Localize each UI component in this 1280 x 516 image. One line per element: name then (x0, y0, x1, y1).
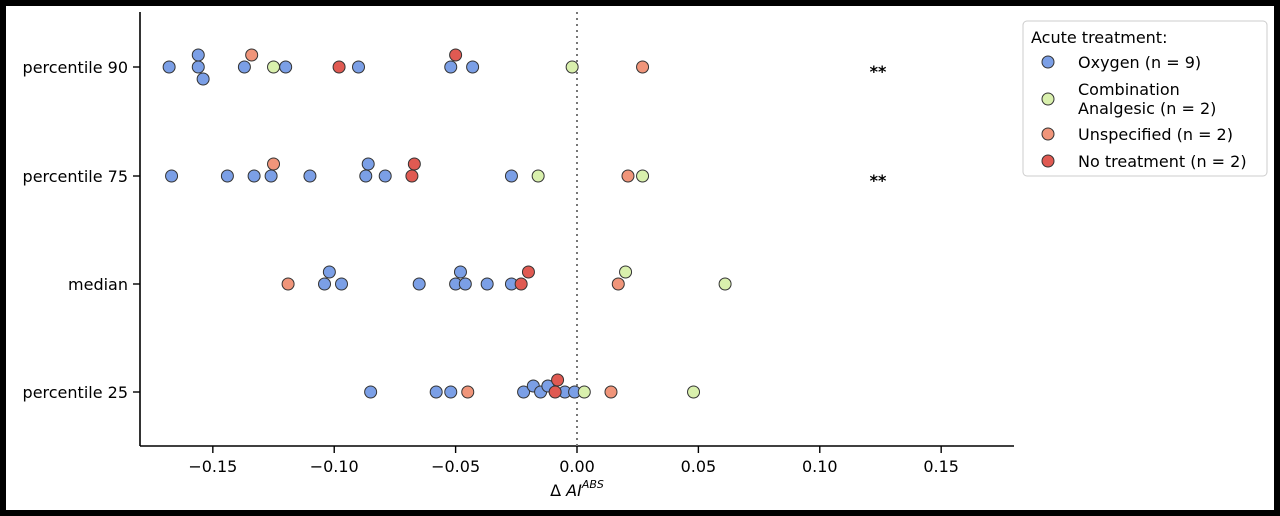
data-point (444, 60, 458, 74)
data-point (517, 385, 531, 399)
data-point (267, 157, 281, 171)
y-tick-label: percentile 75 (23, 167, 128, 186)
data-point (196, 72, 210, 86)
data-point (405, 169, 419, 183)
data-point (577, 385, 591, 399)
data-point (279, 60, 293, 74)
x-axis-label-sup: ABS (581, 478, 604, 491)
y-tick-label: percentile 25 (23, 383, 128, 402)
y-tick-label: median (68, 275, 128, 294)
data-point (162, 60, 176, 74)
data-point (191, 60, 205, 74)
data-point (619, 265, 633, 279)
data-point (466, 60, 480, 74)
x-ticks: −0.15 −0.10 −0.05 0.00 0.05 0.10 0.15 (188, 446, 959, 476)
chart-frame: percentile 90 percentile 75 median percenti… (6, 6, 1274, 510)
data-point (458, 277, 472, 291)
y-tick-label: percentile 90 (23, 58, 128, 77)
data-point (611, 277, 625, 291)
data-point (264, 169, 278, 183)
x-tick-label: −0.10 (310, 457, 359, 476)
data-points (162, 48, 732, 399)
x-tick-label: 0.00 (559, 457, 595, 476)
data-point (687, 385, 701, 399)
significance-marker: ** (870, 62, 887, 81)
data-point (359, 169, 373, 183)
legend-label: No treatment (n = 2) (1078, 152, 1247, 171)
data-point (480, 277, 494, 291)
legend-marker (1041, 92, 1055, 106)
legend-label: Oxygen (n = 9) (1078, 53, 1201, 72)
strip-plot: percentile 90 percentile 75 median percenti… (23, 12, 1268, 500)
data-point (453, 265, 467, 279)
data-point (318, 277, 332, 291)
data-point (636, 169, 650, 183)
legend-marker (1041, 154, 1055, 168)
data-point (322, 265, 336, 279)
data-point (335, 277, 349, 291)
data-point (604, 385, 618, 399)
data-point (332, 60, 346, 74)
data-point (220, 169, 234, 183)
x-tick-label: 0.10 (802, 457, 838, 476)
y-ticks: percentile 90 percentile 75 median percenti… (23, 58, 140, 402)
data-point (303, 169, 317, 183)
data-point (191, 48, 205, 62)
data-point (621, 169, 635, 183)
data-point (461, 385, 475, 399)
data-point (364, 385, 378, 399)
data-point (718, 277, 732, 291)
data-point (165, 169, 179, 183)
data-point (267, 60, 281, 74)
data-point (378, 169, 392, 183)
legend-marker (1041, 55, 1055, 69)
legend-marker (1041, 127, 1055, 141)
data-point (352, 60, 365, 74)
data-point (237, 60, 251, 74)
data-point (245, 48, 259, 62)
significance-marker: ** (870, 171, 887, 190)
legend-box (1022, 20, 1268, 177)
x-tick-label: −0.05 (431, 457, 480, 476)
data-point (281, 277, 295, 291)
legend: Acute treatment: Oxygen (n = 9) Combinati… (1022, 20, 1268, 177)
x-axis-label-prefix: Δ (550, 481, 566, 500)
data-point (407, 157, 421, 171)
legend-entries: Oxygen (n = 9) Combination Analgesic (n = … (1041, 53, 1247, 171)
legend-title: Acute treatment: (1031, 28, 1167, 47)
annotations: ** ** (870, 62, 887, 190)
data-point (531, 169, 545, 183)
x-tick-label: −0.15 (188, 457, 237, 476)
x-tick-label: 0.05 (681, 457, 717, 476)
data-point (247, 169, 261, 183)
data-point (514, 277, 528, 291)
data-point (361, 157, 375, 171)
data-point (636, 60, 650, 74)
legend-label: Combination Analgesic (n = 2) (1078, 80, 1216, 118)
x-axis-label-main: AI (565, 481, 582, 500)
data-point (449, 48, 463, 62)
x-axis-label: Δ AIABS (550, 478, 604, 500)
legend-label: Unspecified (n = 2) (1078, 125, 1233, 144)
data-point (412, 277, 426, 291)
data-point (521, 265, 535, 279)
data-point (444, 385, 458, 399)
x-tick-label: 0.15 (923, 457, 959, 476)
data-point (504, 169, 518, 183)
data-point (551, 373, 565, 387)
data-point (429, 385, 443, 399)
data-point (548, 385, 562, 399)
data-point (565, 60, 579, 74)
